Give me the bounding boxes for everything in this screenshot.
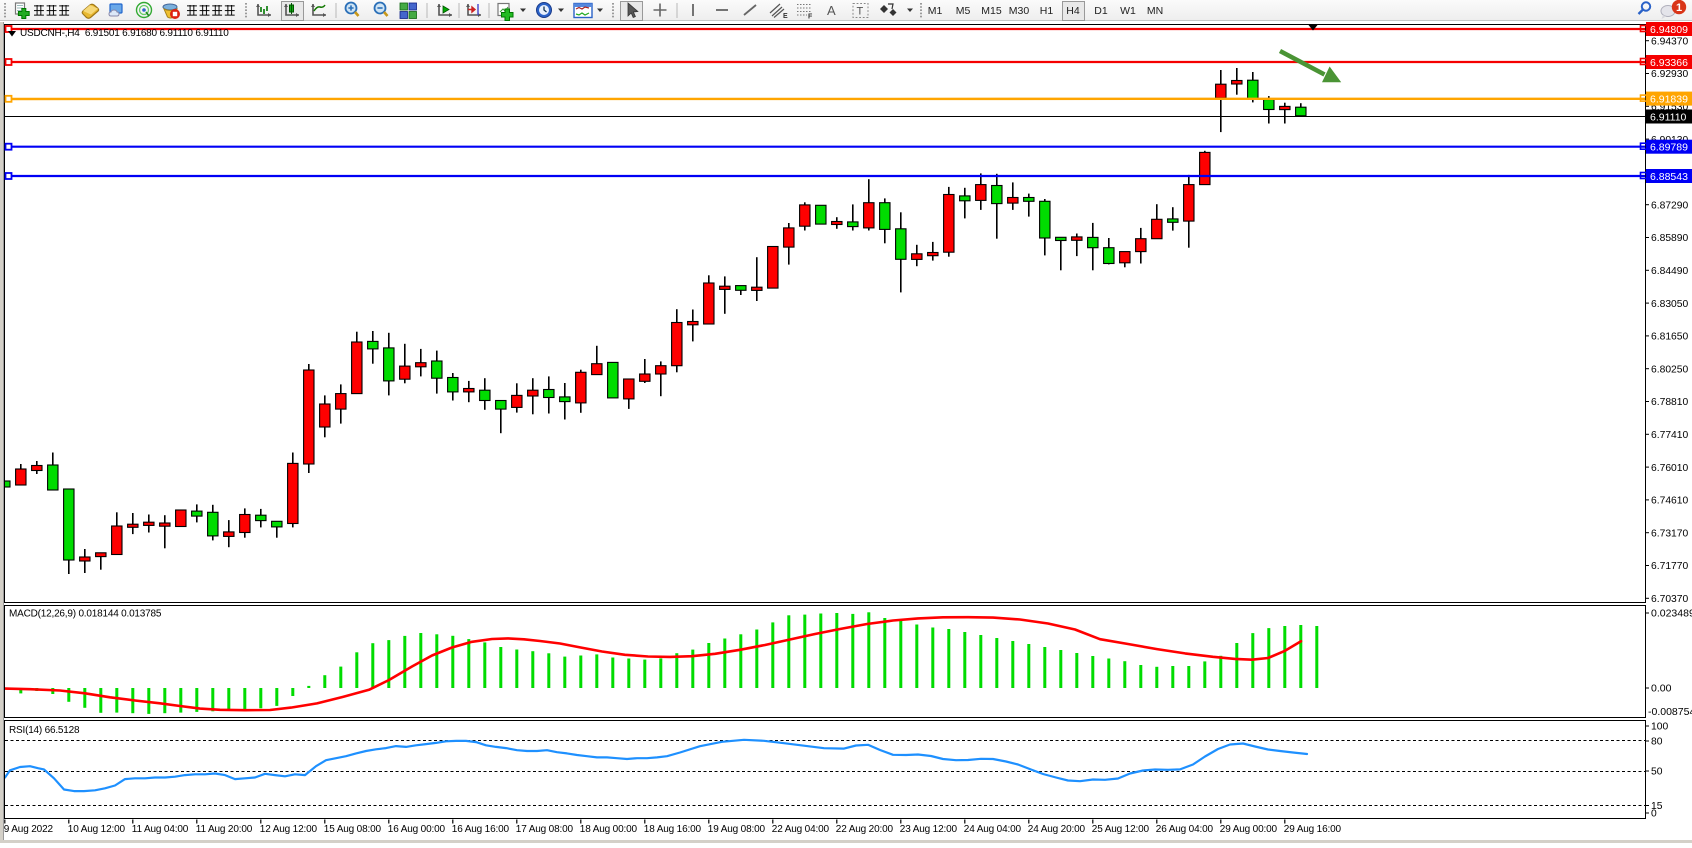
svg-text:12 Aug 12:00: 12 Aug 12:00 <box>260 824 318 835</box>
svg-text:6.70370: 6.70370 <box>1651 594 1688 605</box>
svg-text:0: 0 <box>1651 809 1657 820</box>
svg-text:10 Aug 12:00: 10 Aug 12:00 <box>68 824 126 835</box>
svg-text:29 Aug 16:00: 29 Aug 16:00 <box>1284 824 1342 835</box>
svg-text:24 Aug 20:00: 24 Aug 20:00 <box>1028 824 1086 835</box>
svg-text:6.78810: 6.78810 <box>1651 397 1688 408</box>
svg-text:6.71770: 6.71770 <box>1651 561 1688 572</box>
svg-text:18 Aug 00:00: 18 Aug 00:00 <box>580 824 638 835</box>
svg-text:M5: M5 <box>956 5 971 17</box>
svg-text:18 Aug 16:00: 18 Aug 16:00 <box>644 824 702 835</box>
svg-text:6.73170: 6.73170 <box>1651 528 1688 539</box>
svg-text:100: 100 <box>1651 722 1668 733</box>
svg-text:16 Aug 00:00: 16 Aug 00:00 <box>388 824 446 835</box>
svg-text:6.85890: 6.85890 <box>1651 233 1688 244</box>
svg-text:6.94370: 6.94370 <box>1651 36 1688 47</box>
svg-text:H4: H4 <box>1066 5 1080 17</box>
svg-text:6.91110: 6.91110 <box>1650 112 1687 124</box>
svg-text:1: 1 <box>1676 2 1682 14</box>
svg-text:80: 80 <box>1651 737 1663 748</box>
svg-text:0.00: 0.00 <box>1651 683 1672 695</box>
svg-text:26 Aug 04:00: 26 Aug 04:00 <box>1156 824 1214 835</box>
svg-text:H1: H1 <box>1040 5 1054 17</box>
svg-text:6.88543: 6.88543 <box>1650 171 1688 183</box>
svg-text:6.77410: 6.77410 <box>1651 430 1688 441</box>
svg-text:6.74610: 6.74610 <box>1651 496 1688 507</box>
svg-text:6.92930: 6.92930 <box>1651 69 1688 80</box>
svg-text:-0.008754: -0.008754 <box>1648 706 1692 718</box>
svg-text:29 Aug 00:00: 29 Aug 00:00 <box>1220 824 1278 835</box>
svg-text:A: A <box>827 3 836 18</box>
svg-text:11 Aug 20:00: 11 Aug 20:00 <box>196 824 253 835</box>
svg-text:19 Aug 08:00: 19 Aug 08:00 <box>708 824 766 835</box>
svg-text:6.91839: 6.91839 <box>1650 94 1688 106</box>
svg-text:D1: D1 <box>1094 5 1108 17</box>
svg-text:6.87290: 6.87290 <box>1651 200 1688 211</box>
svg-text:15 Aug 08:00: 15 Aug 08:00 <box>324 824 382 835</box>
svg-text:24 Aug 04:00: 24 Aug 04:00 <box>964 824 1022 835</box>
svg-text:6.83050: 6.83050 <box>1651 299 1688 310</box>
svg-text:E: E <box>783 13 788 20</box>
svg-text:17 Aug 08:00: 17 Aug 08:00 <box>516 824 574 835</box>
svg-text:T: T <box>857 6 864 18</box>
svg-text:11 Aug 04:00: 11 Aug 04:00 <box>132 824 189 835</box>
svg-text:M15: M15 <box>981 5 1002 17</box>
svg-text:50: 50 <box>1651 767 1663 778</box>
svg-text:USDCNH-,H4 6.91501 6.91680 6.: USDCNH-,H4 6.91501 6.91680 6.91110 6.911… <box>20 28 229 39</box>
svg-text:M30: M30 <box>1009 5 1030 17</box>
svg-text:22 Aug 20:00: 22 Aug 20:00 <box>836 824 894 835</box>
svg-text:22 Aug 04:00: 22 Aug 04:00 <box>772 824 830 835</box>
svg-text:25 Aug 12:00: 25 Aug 12:00 <box>1092 824 1150 835</box>
svg-text:6.80250: 6.80250 <box>1651 364 1688 375</box>
svg-text:16 Aug 16:00: 16 Aug 16:00 <box>452 824 510 835</box>
svg-text:6.81650: 6.81650 <box>1651 332 1688 343</box>
svg-text:9 Aug 2022: 9 Aug 2022 <box>4 824 54 835</box>
svg-text:23 Aug 12:00: 23 Aug 12:00 <box>900 824 958 835</box>
svg-text:RSI(14) 66.5128: RSI(14) 66.5128 <box>9 725 80 736</box>
svg-text:6.76010: 6.76010 <box>1651 463 1688 474</box>
svg-text:6.93366: 6.93366 <box>1650 57 1688 69</box>
svg-text:MACD(12,26,9) 0.018144 0.01378: MACD(12,26,9) 0.018144 0.013785 <box>9 609 162 620</box>
svg-text:MN: MN <box>1147 5 1163 17</box>
svg-text:M1: M1 <box>928 5 943 17</box>
svg-text:F: F <box>808 14 813 21</box>
svg-text:6.94809: 6.94809 <box>1650 24 1688 36</box>
svg-text:6.84490: 6.84490 <box>1651 266 1688 277</box>
svg-text:0.023489: 0.023489 <box>1651 608 1692 620</box>
svg-text:6.89789: 6.89789 <box>1650 142 1688 154</box>
svg-text:W1: W1 <box>1120 5 1136 17</box>
